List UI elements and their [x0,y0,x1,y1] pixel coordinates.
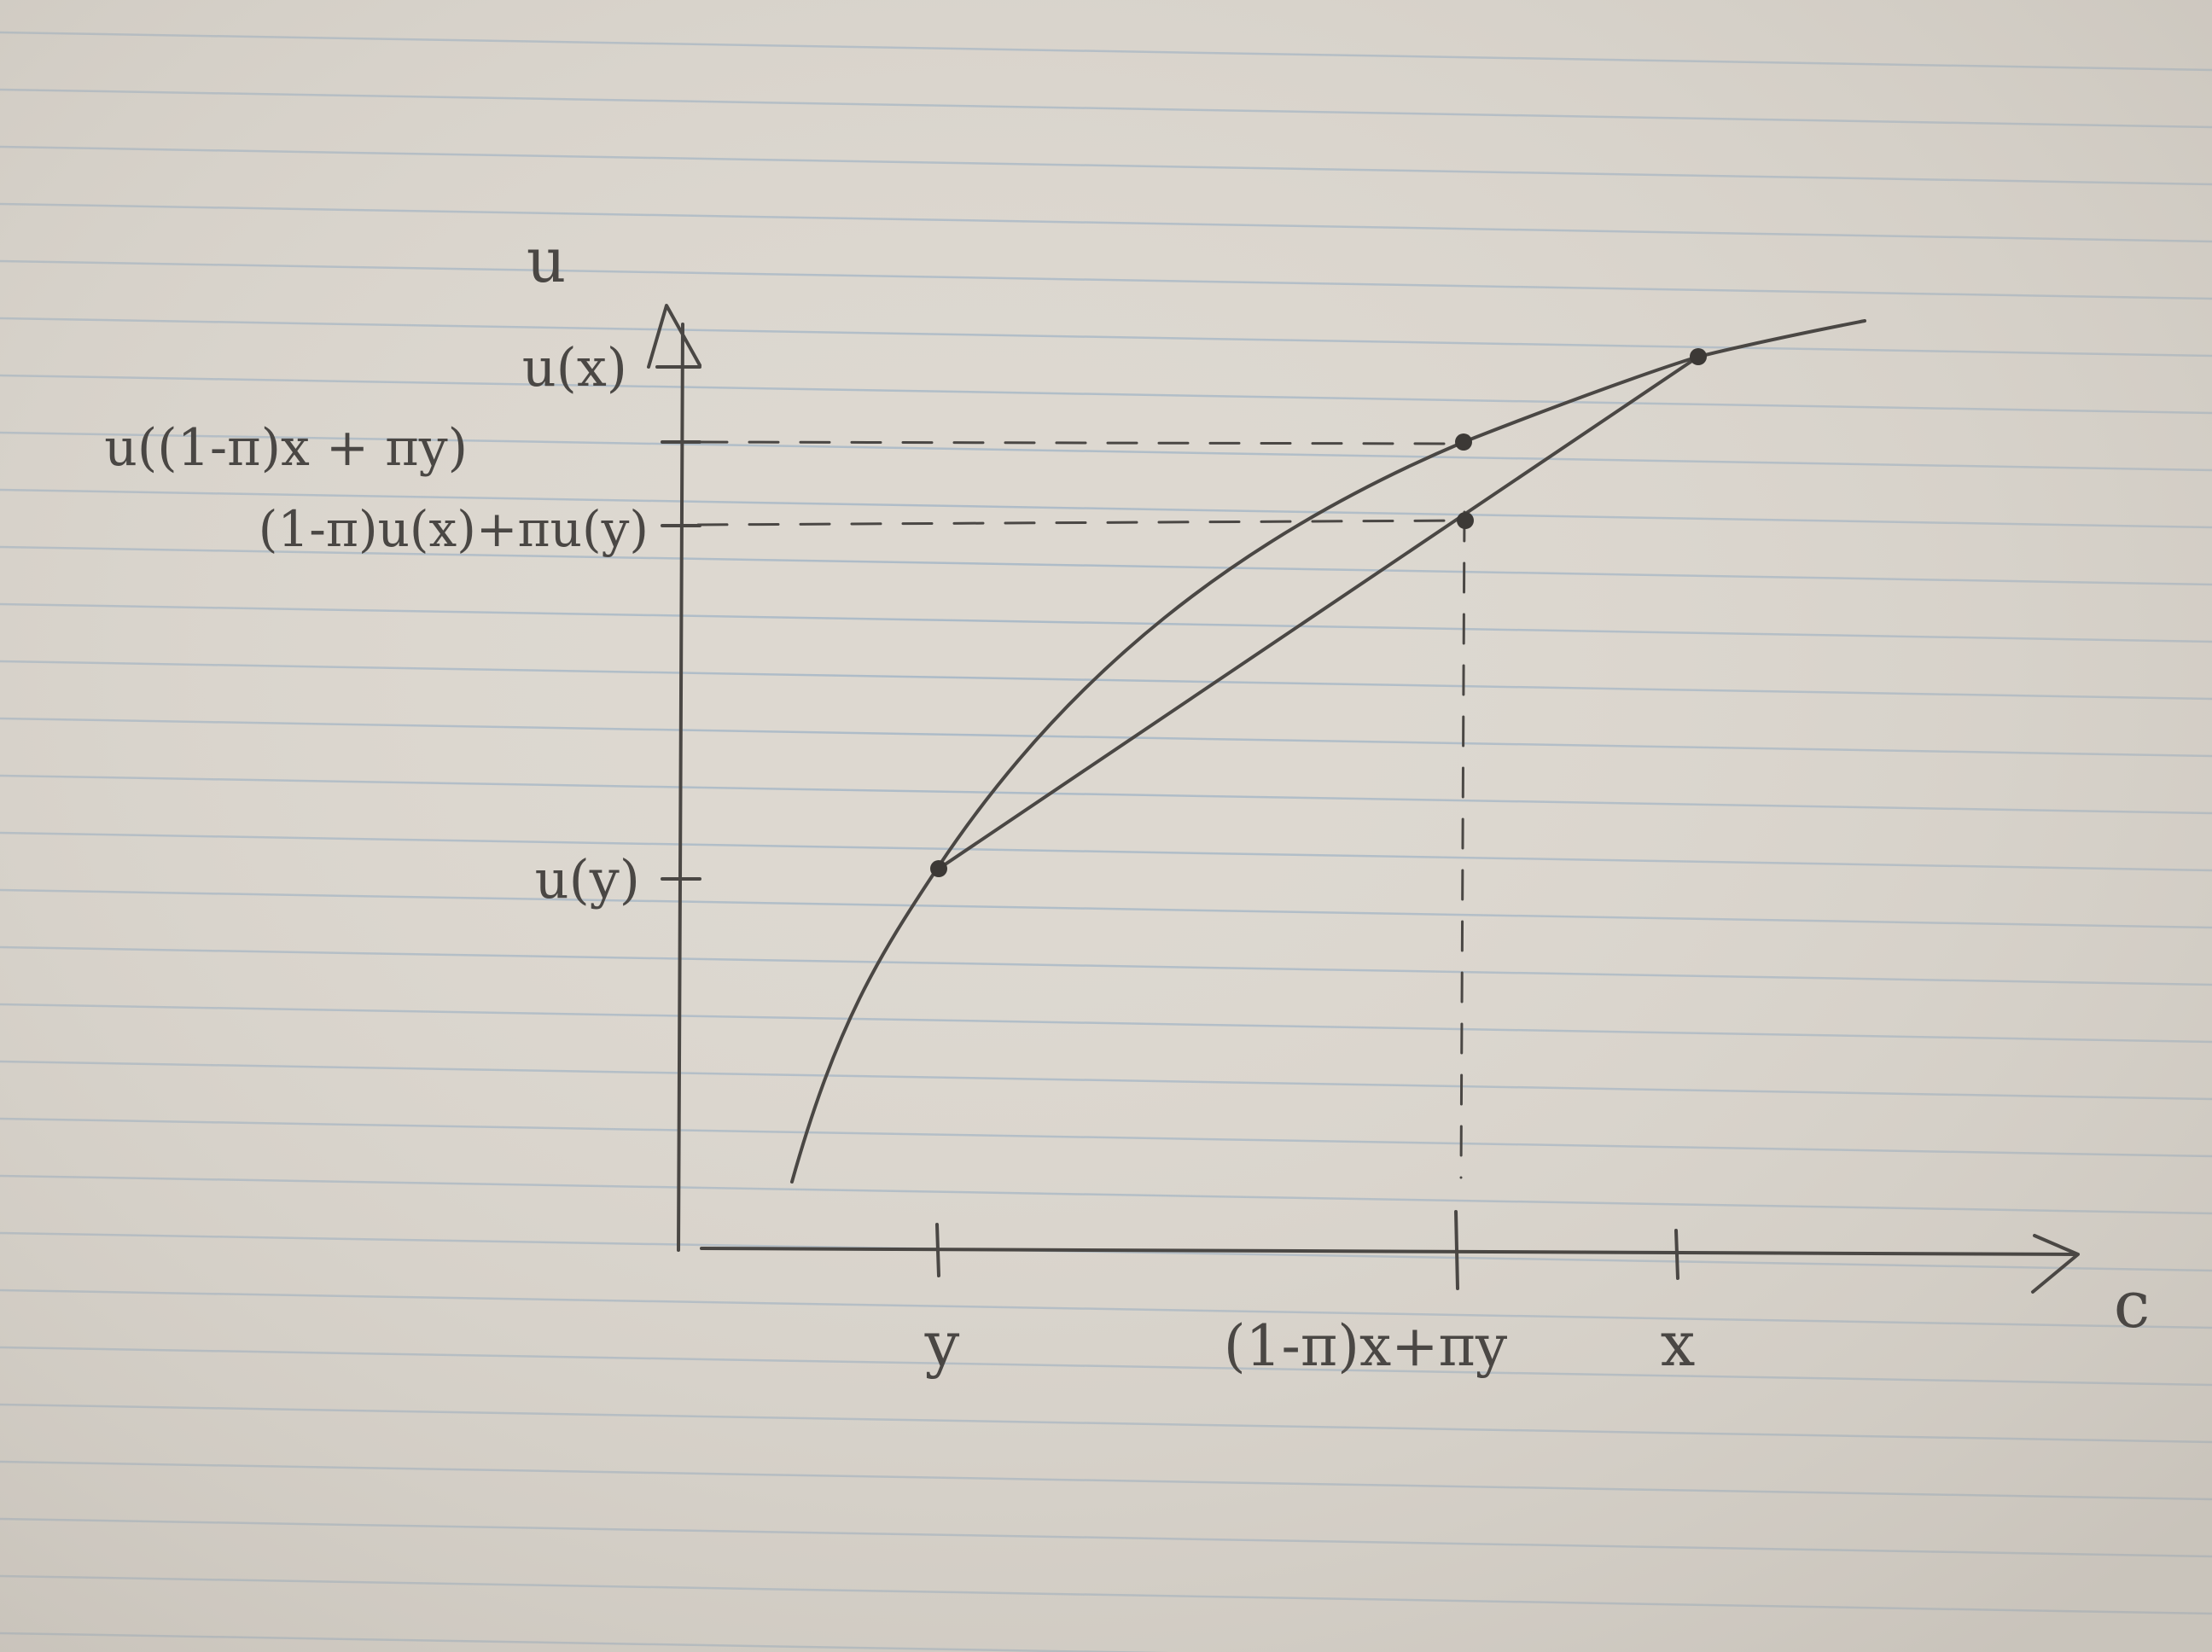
y-axis-label: u [527,224,566,296]
point-x-ux [1690,348,1707,365]
x-axis-arrowhead [2031,1234,2080,1294]
y-axis-arrowhead [647,304,701,369]
guide-line-vertical-mix [1459,510,1466,1179]
point-y-uy [930,860,947,877]
guide-line-u-mix [696,440,1465,445]
tick-x [1674,1229,1679,1280]
utility-curve [790,319,1866,1184]
ytick-label-uy: u(y) [535,848,640,910]
tick-y [935,1223,940,1277]
xtick-label-y: y [924,1308,960,1380]
ytick-label-u-mix: u((1-π)x + πy) [104,418,468,478]
xtick-label-mix: (1-π)x+πy [1224,1313,1508,1379]
ytick-label-ux: u(x) [522,336,627,398]
x-axis-line [700,1247,2077,1256]
guide-line-expected-u [696,519,1467,526]
xtick-label-x: x [1661,1308,1696,1380]
x-axis-label: c [2114,1266,2151,1342]
point-on-chord-mix [1457,512,1474,529]
point-on-curve-mix [1455,433,1472,451]
tick-mix [1454,1210,1459,1290]
ytick-label-expected-u: (1-π)u(x)+πu(y) [259,500,649,558]
chord-line [937,355,1700,870]
y-axis-line [677,323,684,1252]
